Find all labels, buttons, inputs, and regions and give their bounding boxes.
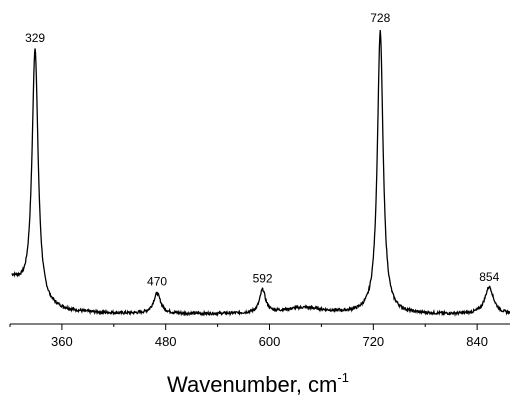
x-tick-label: 360 [51, 334, 73, 349]
peak-labels: 329 470 592 728 854 [25, 11, 499, 289]
x-axis-title: Wavenumber, cm-1 [167, 370, 349, 397]
peak-label: 470 [147, 275, 167, 289]
peak-label: 592 [253, 272, 273, 286]
x-tick-label: 720 [362, 334, 384, 349]
x-tick-label: 600 [259, 334, 281, 349]
x-axis-ticks: 360 480 600 720 840 [9, 324, 488, 349]
x-axis-title-text: Wavenumber, cm [167, 372, 337, 397]
peak-label: 854 [479, 270, 499, 284]
plot-area [11, 30, 510, 317]
peak-label: 329 [25, 31, 45, 45]
x-tick-label: 840 [466, 334, 488, 349]
x-tick-label: 480 [155, 334, 177, 349]
peak-label: 728 [370, 11, 390, 25]
x-axis-title-superscript: -1 [337, 370, 349, 385]
spectrum-line [11, 30, 510, 317]
